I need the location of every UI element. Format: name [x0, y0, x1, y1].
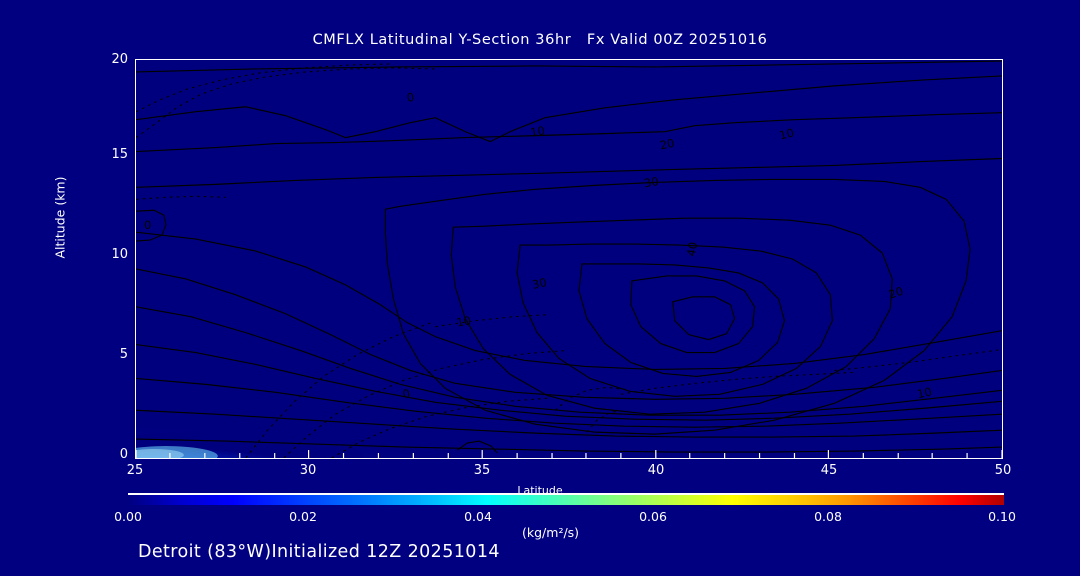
x-tick-45: 45 [820, 463, 838, 478]
colorbar-tick-2: 0.04 [464, 509, 492, 524]
y-axis-title: Altitude (km) [52, 176, 68, 259]
svg-text:30: 30 [643, 174, 660, 190]
svg-text:20: 20 [658, 136, 675, 153]
x-tick-35: 35 [473, 463, 491, 478]
contour-lines-negative [136, 63, 1002, 458]
page-title: CMFLX Latitudinal Y-Section 36hr Fx Vali… [312, 32, 768, 48]
colorbar-units-label: (kg/m²/s) [522, 525, 580, 540]
colorbar-tick-0: 0.00 [114, 509, 142, 524]
svg-text:30: 30 [531, 275, 548, 292]
colorbar-top-rule [128, 493, 1004, 495]
svg-text:10: 10 [455, 313, 472, 329]
svg-text:0: 0 [401, 386, 411, 401]
svg-text:10: 10 [778, 125, 796, 142]
y-tick-20: 20 [111, 52, 128, 67]
shaded-field-plume [136, 423, 471, 458]
colorbar-tick-3: 0.06 [639, 509, 667, 524]
x-tick-40: 40 [647, 463, 665, 478]
axis-inner-ticks [136, 450, 1002, 458]
x-tick-25: 25 [126, 463, 144, 478]
svg-text:40: 40 [684, 241, 700, 258]
colorbar-gradient [128, 495, 1004, 505]
svg-text:20: 20 [887, 284, 905, 302]
colorbar [128, 493, 1004, 505]
colorbar-tick-5: 0.10 [988, 509, 1016, 524]
x-tick-30: 30 [299, 463, 317, 478]
footer-caption: Detroit (83°W)Initialized 12Z 20251014 [138, 542, 500, 562]
contour-lines [136, 60, 1002, 454]
svg-text:10: 10 [529, 123, 546, 139]
svg-text:0: 0 [144, 218, 151, 232]
x-tick-50: 50 [994, 463, 1012, 478]
colorbar-tick-4: 0.08 [814, 509, 842, 524]
y-tick-15: 15 [111, 147, 128, 162]
y-tick-10: 10 [111, 247, 128, 262]
contour-labels: 0 0 10 10 10 10 20 20 30 30 40 0 [144, 90, 933, 401]
colorbar-tick-1: 0.02 [289, 509, 317, 524]
y-tick-5: 5 [119, 347, 128, 362]
y-tick-0: 0 [119, 447, 128, 462]
plot-area: 0 0 10 10 10 10 20 20 30 30 40 0 [135, 59, 1003, 459]
plot-svg: 0 0 10 10 10 10 20 20 30 30 40 0 [136, 60, 1002, 458]
svg-text:10: 10 [916, 385, 933, 402]
svg-text:0: 0 [406, 90, 415, 105]
